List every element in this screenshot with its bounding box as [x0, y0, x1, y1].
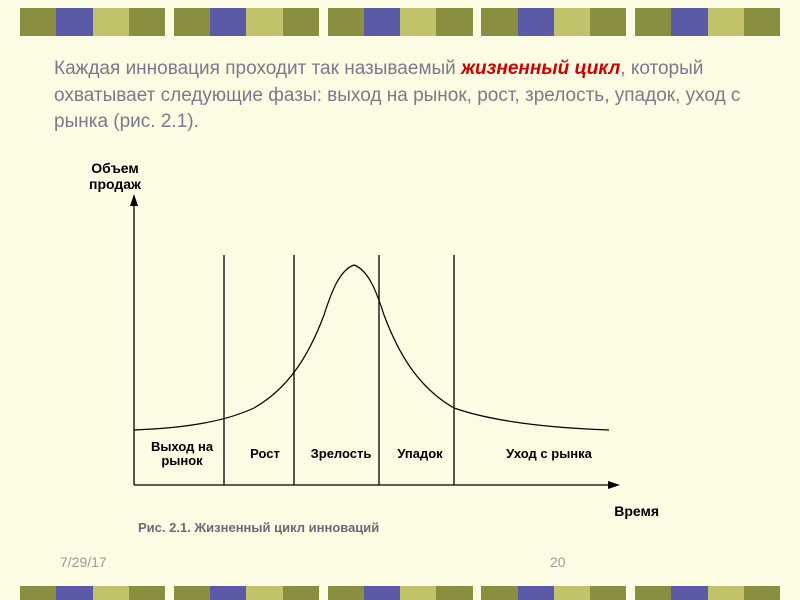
y-axis-label: Объемпродаж [89, 160, 141, 192]
phase-label-decline: Упадок [390, 447, 450, 461]
footer-page: 20 [550, 554, 566, 570]
decor-bottom [0, 586, 800, 600]
figure-caption: Рис. 2.1. Жизненный цикл инноваций [138, 520, 379, 535]
phase-label-entry: Выход на рынок [142, 440, 222, 469]
body-highlight: жизненный цикл [461, 58, 620, 79]
phase-label-growth: Рост [240, 447, 290, 461]
body-pre: Каждая инновация проходит так называемый [54, 58, 461, 79]
x-axis-label: Время [614, 503, 659, 519]
footer-date: 7/29/17 [60, 554, 107, 570]
lifecycle-chart: Объемпродаж // split ylabel on space int… [54, 160, 644, 500]
phase-label-maturity: Зрелость [306, 447, 376, 461]
body-paragraph: Каждая инновация проходит так называемый… [54, 56, 744, 136]
decor-top [0, 8, 800, 36]
phase-label-exit: Уход с рынка [494, 447, 604, 461]
